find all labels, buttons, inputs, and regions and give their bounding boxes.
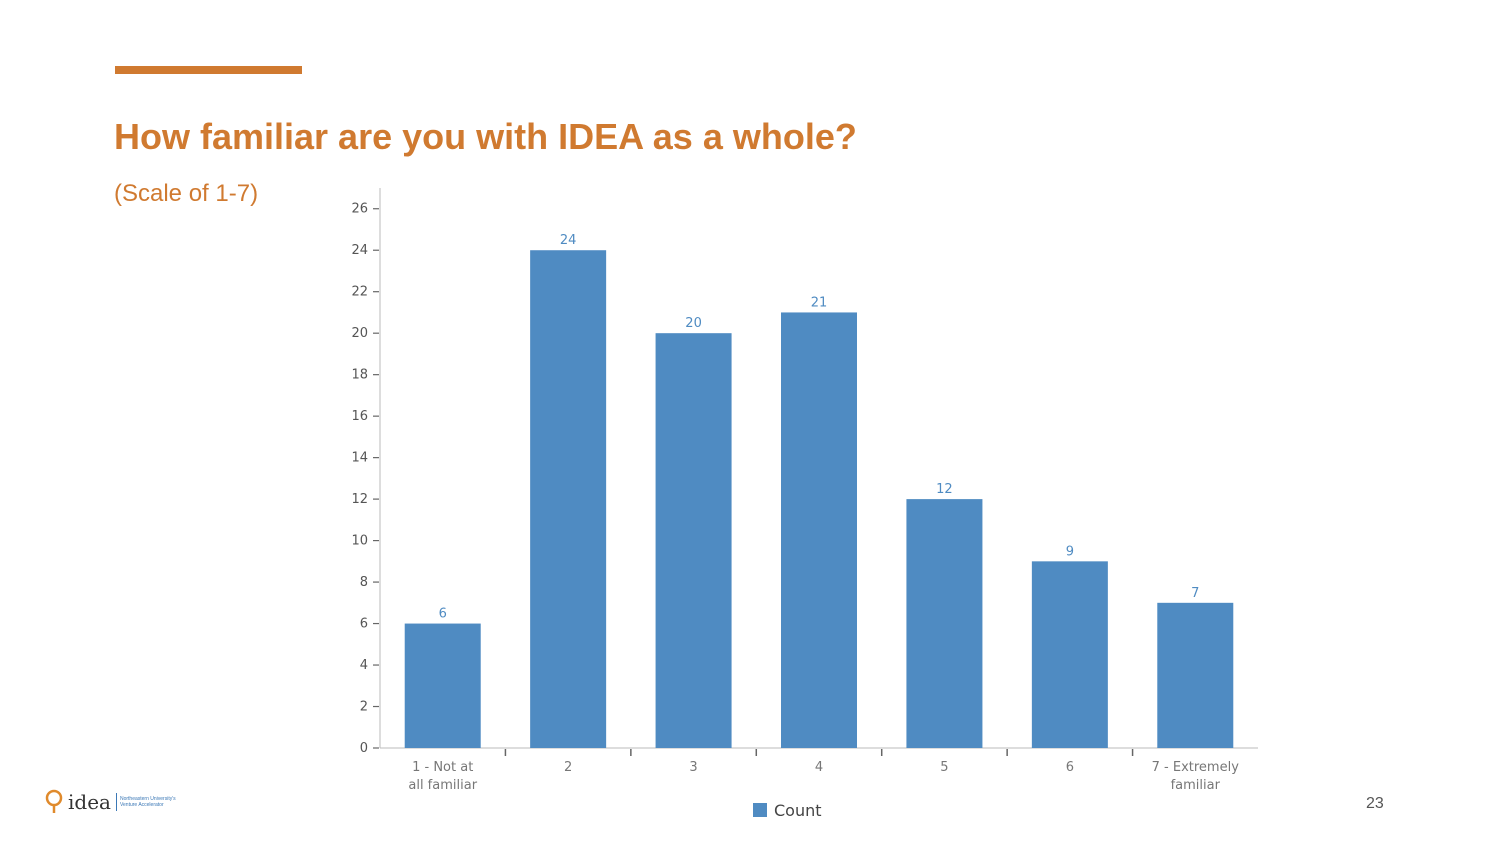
title-accent-bar bbox=[115, 66, 302, 74]
data-label: 12 bbox=[936, 482, 953, 497]
y-tick-label: 2 bbox=[360, 700, 368, 715]
x-tick-label: 1 - Not at bbox=[412, 760, 473, 775]
y-tick-label: 0 bbox=[360, 741, 368, 756]
slide-title: How familiar are you with IDEA as a whol… bbox=[114, 116, 857, 157]
y-tick-label: 6 bbox=[360, 617, 368, 632]
data-label: 7 bbox=[1191, 586, 1199, 601]
legend-label: Count bbox=[774, 801, 822, 820]
bar bbox=[781, 312, 857, 748]
data-label: 9 bbox=[1066, 544, 1074, 559]
y-tick-label: 16 bbox=[351, 409, 368, 424]
x-tick-label: all familiar bbox=[408, 778, 477, 793]
y-tick-label: 10 bbox=[351, 534, 368, 549]
y-tick-label: 22 bbox=[351, 285, 368, 300]
x-tick-label: 2 bbox=[564, 760, 572, 775]
x-tick-label: 6 bbox=[1066, 760, 1074, 775]
bar bbox=[1031, 561, 1108, 748]
data-label: 6 bbox=[439, 607, 447, 622]
logo-tagline-line2: Venture Accelerator bbox=[119, 802, 164, 808]
x-tick-label: 3 bbox=[689, 760, 697, 775]
data-label: 20 bbox=[685, 316, 702, 331]
page-number: 23 bbox=[1366, 795, 1384, 812]
data-label: 24 bbox=[560, 233, 577, 248]
data-label: 21 bbox=[811, 295, 828, 310]
slide-subtitle: (Scale of 1-7) bbox=[114, 180, 259, 207]
bar bbox=[404, 623, 481, 748]
y-tick-label: 14 bbox=[351, 451, 368, 466]
y-tick-label: 20 bbox=[351, 326, 368, 341]
x-tick-label: familiar bbox=[1171, 778, 1221, 793]
idea-logo: idea Northeastern University's Venture A… bbox=[44, 789, 180, 815]
bar bbox=[906, 499, 983, 748]
logo-divider bbox=[115, 793, 117, 811]
y-tick-label: 4 bbox=[360, 658, 368, 673]
y-tick-label: 24 bbox=[351, 243, 368, 258]
y-tick-label: 8 bbox=[360, 575, 368, 590]
bar bbox=[655, 333, 732, 748]
x-tick-label: 5 bbox=[940, 760, 948, 775]
y-tick-label: 18 bbox=[351, 368, 368, 383]
bar bbox=[530, 250, 607, 748]
x-tick-label: 4 bbox=[815, 760, 823, 775]
y-tick-label: 12 bbox=[351, 492, 368, 507]
logo-tagline: Northeastern University's Venture Accele… bbox=[120, 796, 180, 808]
legend-swatch bbox=[753, 803, 767, 817]
y-tick-label: 26 bbox=[351, 202, 368, 217]
logo-tagline-line1: Northeastern University's bbox=[119, 796, 176, 802]
x-tick-label: 7 - Extremely bbox=[1152, 760, 1240, 775]
bar bbox=[1157, 602, 1234, 748]
lightbulb-pin-icon bbox=[45, 789, 63, 813]
logo-wordmark: idea bbox=[68, 790, 111, 814]
